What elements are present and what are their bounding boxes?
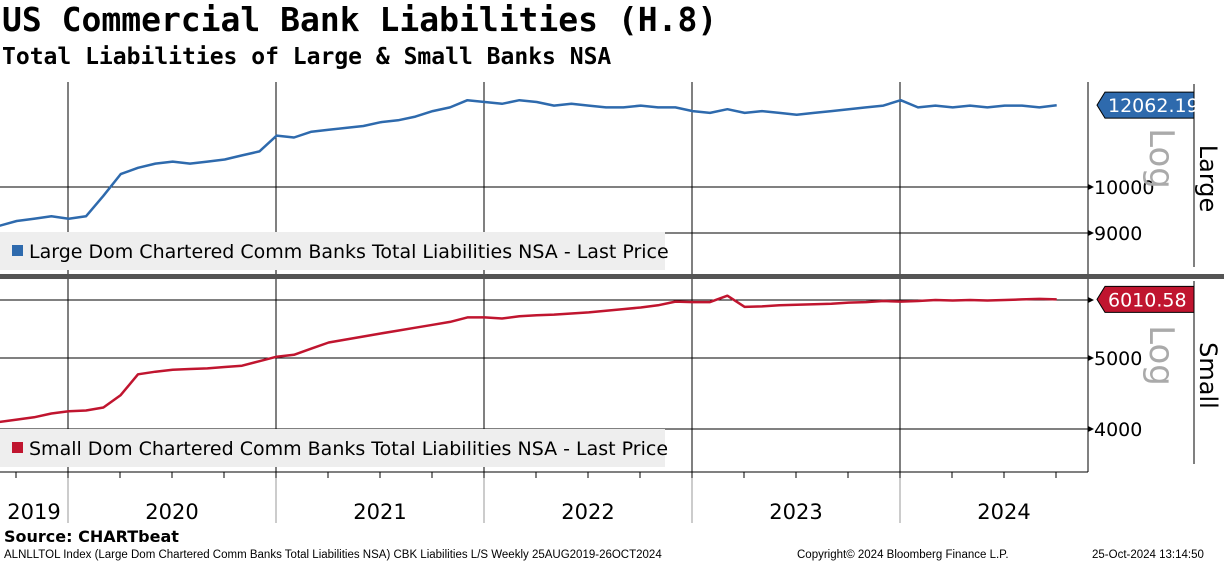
timestamp: 25-Oct-2024 13:14:50 xyxy=(1092,549,1204,561)
x-tick-label: 2023 xyxy=(769,500,822,524)
legend-swatch xyxy=(12,442,23,453)
tick-arrow-icon xyxy=(1088,355,1094,361)
last-price-tag xyxy=(1096,91,1195,119)
x-tick-label: 2019 xyxy=(7,500,60,524)
log-scale-label: Log xyxy=(1141,128,1181,189)
legend-swatch xyxy=(12,245,23,256)
legend-label: Small Dom Chartered Comm Banks Total Lia… xyxy=(29,438,668,460)
chart-subtitle: Total Liabilities of Large & Small Banks… xyxy=(2,44,612,70)
x-tick-label: 2024 xyxy=(977,500,1030,524)
legend-label: Large Dom Chartered Comm Banks Total Lia… xyxy=(29,241,669,263)
y-tick-label: 4000 xyxy=(1094,419,1142,441)
source-label: Source: CHARTbeat xyxy=(4,527,179,546)
x-tick-label: 2022 xyxy=(561,500,614,524)
chart-title: US Commercial Bank Liabilities (H.8) xyxy=(2,0,718,39)
last-price-tag xyxy=(1096,285,1195,313)
legend-box xyxy=(0,232,665,270)
panel-divider xyxy=(0,274,1224,279)
series-line-large xyxy=(0,98,1057,227)
last-price-value: 6010.58 xyxy=(1108,289,1187,311)
series-info: ALNLLTOL Index (Large Dom Chartered Comm… xyxy=(4,549,662,561)
last-price-value: 12062.19 xyxy=(1108,95,1199,117)
series-line-small xyxy=(0,294,1057,424)
tick-arrow-icon xyxy=(1088,229,1094,236)
tick-arrow-icon xyxy=(1088,426,1094,433)
x-tick-label: 2020 xyxy=(145,500,198,524)
x-tick-label: 2021 xyxy=(353,500,406,524)
y-tick-label: 10000 xyxy=(1094,177,1154,199)
tick-arrow-icon xyxy=(1088,184,1094,190)
tick-arrow-icon xyxy=(1088,296,1094,303)
log-scale-label: Log xyxy=(1141,325,1181,386)
panel-label: Small xyxy=(1194,342,1222,409)
copyright: Copyright© 2024 Bloomberg Finance L.P. xyxy=(797,549,1009,561)
y-tick-label: 5000 xyxy=(1094,348,1142,370)
legend-box xyxy=(0,429,665,467)
panel-label: Large xyxy=(1194,145,1222,213)
y-tick-label: 9000 xyxy=(1094,223,1142,245)
